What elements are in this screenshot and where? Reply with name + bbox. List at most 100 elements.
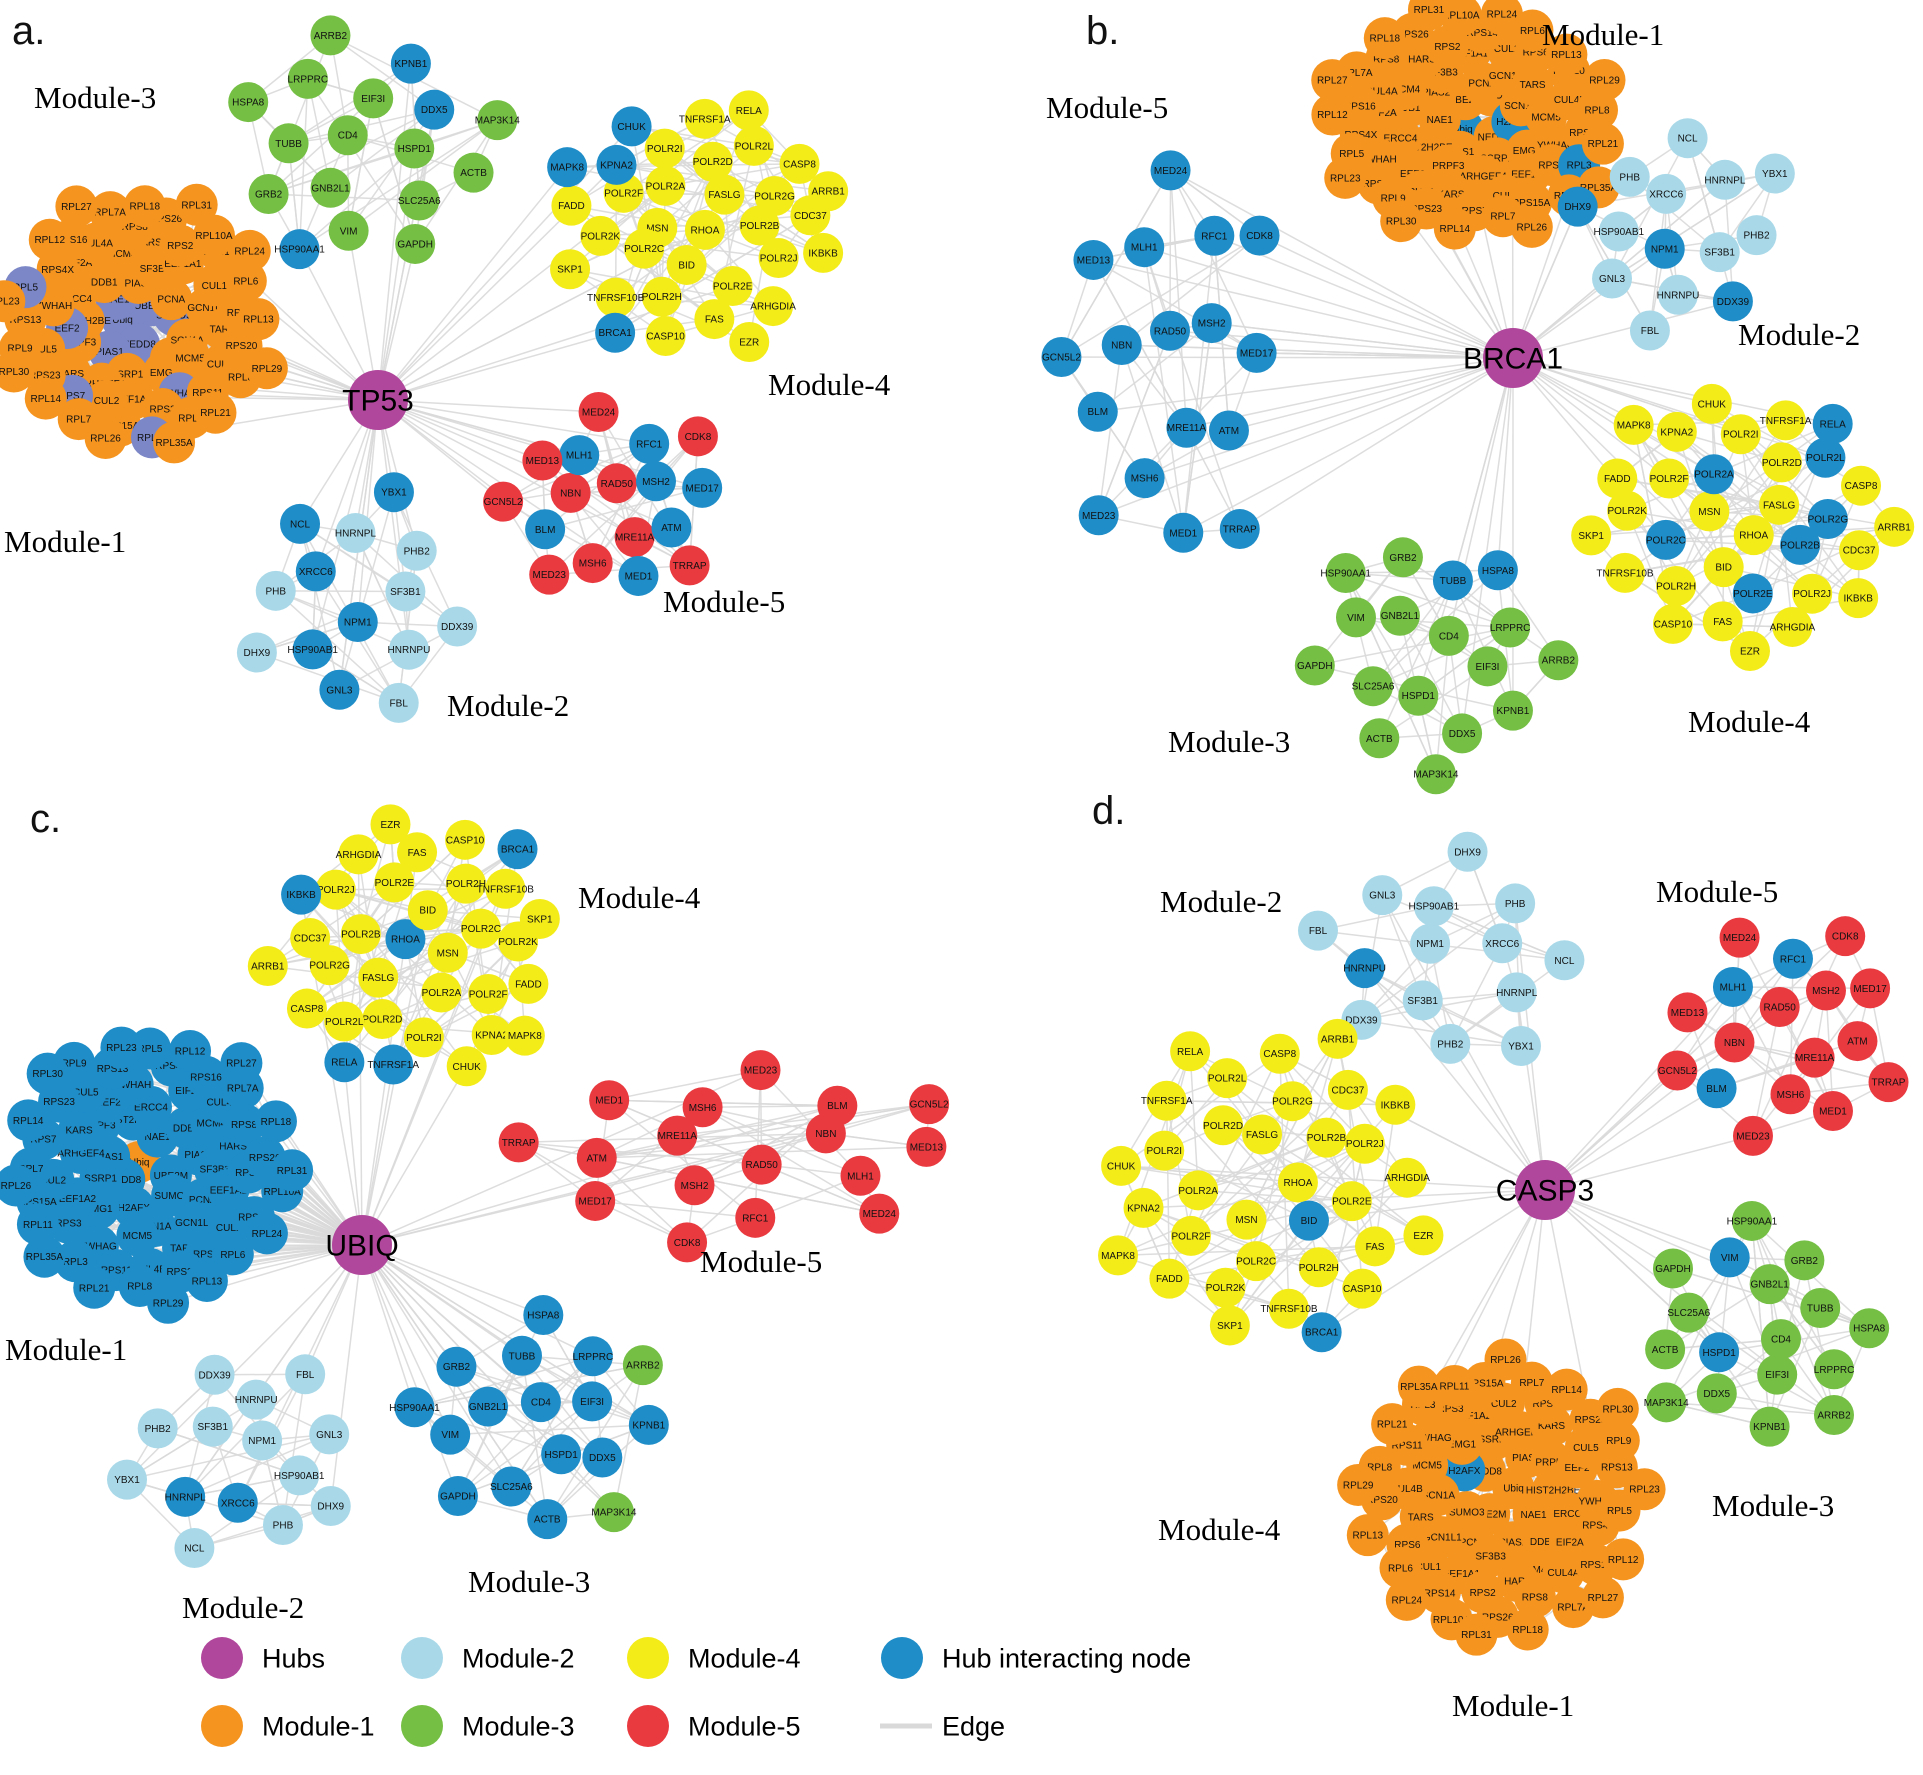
module-label-d-module-3: Module-3 (1712, 1488, 1834, 1523)
edge (330, 109, 435, 189)
node-circle (1337, 1463, 1380, 1506)
node-d-MED24: MED24 (1719, 917, 1760, 958)
node-circle (1712, 966, 1753, 1007)
node-circle (1480, 0, 1523, 36)
node-c-DDX39: DDX39 (194, 1354, 235, 1395)
edge (1752, 935, 1846, 1137)
node-a-CD4: CD4 (327, 115, 368, 156)
node-a-MED13: MED13 (522, 440, 563, 481)
node-circle (1581, 1576, 1624, 1619)
node-a-GAPDH: GAPDH (395, 223, 436, 264)
node-circle (684, 98, 725, 139)
node-circle (906, 1126, 947, 1167)
node-a-ATM: ATM (651, 507, 692, 548)
node-c-BLM: BLM (817, 1085, 858, 1126)
edge (1317, 930, 1451, 1045)
node-a-MED24: MED24 (578, 392, 619, 433)
edge (1239, 357, 1514, 530)
node-a-PHB: PHB (255, 570, 296, 611)
module-label-b-module-3: Module-3 (1168, 724, 1290, 759)
node-d-CDC37: CDC37 (1327, 1069, 1368, 1110)
node-b-RPL29: RPL29 (1583, 59, 1626, 102)
node-circle (529, 554, 570, 595)
node-circle (728, 90, 769, 131)
node-circle (338, 834, 379, 875)
edge (571, 204, 706, 231)
node-circle (483, 481, 524, 522)
node-circle (1689, 491, 1730, 532)
edge (1182, 357, 1514, 534)
node-d-MSH6: MSH6 (1770, 1074, 1811, 1115)
node-a-MSH2: MSH2 (635, 461, 676, 502)
node-a-POLR2A: POLR2A (645, 165, 685, 206)
node-a-RAD50: RAD50 (596, 463, 637, 504)
hub-TP53: TP53 (342, 370, 414, 430)
node-b-NCL: NCL (1667, 118, 1708, 159)
edge (1435, 635, 1450, 775)
node-b-PHB2: PHB2 (1736, 215, 1777, 256)
edge (288, 63, 412, 144)
node-circle (667, 1222, 708, 1263)
edge (609, 1069, 761, 1101)
node-c-FBL: FBL (285, 1354, 326, 1395)
edge (1288, 1177, 1408, 1310)
node-circle (550, 472, 591, 513)
node-c-BID: BID (407, 890, 448, 931)
edge (1751, 1220, 1771, 1427)
node-circle (1699, 232, 1740, 273)
nodes-layer: UbiqUBE2MNEDD8NAE1SUMO3PIAS1PIAS2H2AFXHI… (0, 0, 1915, 1656)
node-circle (1609, 156, 1650, 197)
node-c-IKBKB: IKBKB (281, 874, 322, 915)
node-d-DHX9: DHX9 (1447, 831, 1488, 872)
node-c-POLR2D: POLR2D (362, 999, 402, 1040)
edge (1097, 344, 1123, 516)
node-c-MED23: MED23 (740, 1050, 781, 1091)
hub-label: CASP3 (1496, 1175, 1594, 1208)
node-b-POLR2D: POLR2D (1762, 442, 1802, 483)
node-circle (551, 185, 592, 226)
node-circle (1841, 465, 1882, 506)
node-b-TUBB: TUBB (1432, 560, 1473, 601)
node-circle (1236, 332, 1277, 373)
node-circle (286, 988, 327, 1029)
node-circle (394, 1387, 435, 1428)
node-circle (582, 1437, 623, 1478)
node-a-RHOA: RHOA (684, 209, 725, 250)
node-circle (1544, 940, 1585, 981)
node-b-EIF3I: EIF3I (1467, 646, 1508, 687)
node-a-GNB2L1: GNB2L1 (310, 167, 351, 208)
edge (571, 204, 688, 266)
edge (275, 590, 406, 593)
node-circle (1178, 1170, 1219, 1211)
node-b-EZR: EZR (1729, 630, 1770, 671)
node-a-HSPA8: HSPA8 (228, 82, 269, 123)
legend-label: Module-4 (688, 1643, 801, 1673)
node-circle (116, 1214, 159, 1257)
node-c-VIM: VIM (430, 1414, 471, 1455)
node-b-RPL14: RPL14 (1433, 207, 1476, 250)
edge (1544, 1087, 1717, 1191)
node-circle (740, 1050, 781, 1091)
edge (1121, 344, 1184, 534)
edge (1544, 1041, 1735, 1191)
node-circle (1208, 410, 1249, 451)
node-circle (1335, 597, 1376, 638)
node-d-HSP90AB1: HSP90AB1 (1409, 886, 1460, 927)
node-b-DHX9: DHX9 (1557, 186, 1598, 227)
node-a-RPL35A: RPL35A (153, 421, 196, 464)
node-circle (1807, 499, 1848, 540)
node-circle (1433, 1364, 1476, 1407)
node-circle (1219, 509, 1260, 550)
hub-UBIQ: UBIQ (325, 1215, 399, 1275)
node-b-RPL26: RPL26 (1510, 205, 1553, 248)
node-circle (1353, 666, 1394, 707)
node-circle (192, 1406, 233, 1447)
edge (548, 435, 699, 576)
node-circle (1150, 150, 1191, 191)
node-circle (471, 1014, 512, 1055)
node-circle (520, 1382, 561, 1423)
panel-b: b. Module-1 Module-2 Module-3 Module-4 Module… (1046, 9, 1860, 759)
node-circle (651, 507, 692, 548)
node-b-POLR2C: POLR2C (1646, 519, 1686, 560)
node-b-DDX39: DDX39 (1712, 281, 1753, 322)
